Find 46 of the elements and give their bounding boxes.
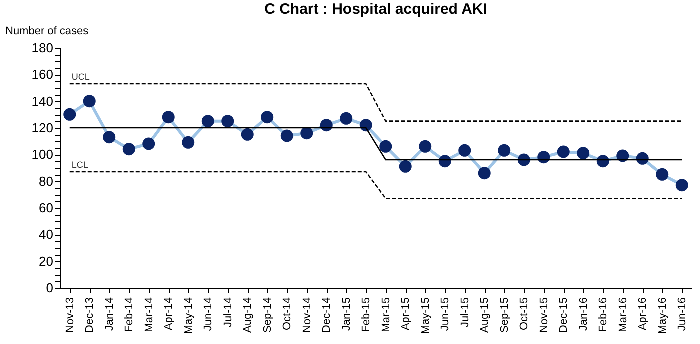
x-tick-label: May-15 [420, 298, 432, 334]
x-tick-label: Jul-15 [459, 298, 472, 328]
x-tick-label: Mar-16 [617, 298, 630, 332]
x-tick-label: Aug-14 [242, 298, 254, 333]
y-tick-label: 180 [32, 40, 54, 56]
x-tick-label: Aug-15 [479, 298, 492, 333]
x-tick-label: Apr-16 [637, 298, 650, 331]
x-tick-label: Nov-14 [301, 298, 314, 333]
x-tick-label: Dec-13 [84, 298, 96, 333]
x-tick-label: Jun-14 [202, 298, 215, 332]
x-tick-label: Feb-15 [360, 298, 373, 332]
y-tick-label: 60 [39, 200, 54, 216]
y-tick-label: 80 [39, 174, 54, 189]
x-tick-label: Oct-14 [282, 298, 294, 331]
x-tick-label: Dec-15 [558, 298, 570, 333]
x-tick-label: Jan-14 [104, 298, 116, 332]
x-tick-label: Oct-15 [518, 298, 531, 331]
y-tick-label: 160 [32, 67, 54, 82]
x-tick-label: Nov-15 [538, 298, 550, 333]
y-axis-title: Number of cases [6, 26, 90, 38]
x-tick-label: Feb-14 [124, 298, 136, 332]
x-tick-label: Mar-14 [143, 298, 156, 332]
x-tick-label: Dec-14 [321, 298, 334, 333]
x-tick-label: Jul-14 [222, 298, 234, 328]
y-tick-label: 40 [39, 227, 54, 242]
x-tick-label: Mar-15 [380, 298, 392, 332]
x-tick-label: May-14 [182, 298, 195, 334]
x-tick-label: Feb-16 [598, 298, 610, 332]
x-tick-label: May-16 [656, 298, 669, 334]
y-tick-label: 100 [32, 147, 54, 162]
series-label: LCL [72, 160, 88, 170]
x-tick-label: Sep-15 [498, 298, 511, 333]
x-tick-label: Jun-15 [440, 298, 452, 332]
x-tick-label: Sep-14 [262, 298, 274, 333]
series-label: UCL [72, 72, 90, 82]
y-tick-label: 120 [32, 120, 54, 136]
x-tick-label: Apr-15 [400, 298, 412, 331]
y-tick-label: 140 [32, 94, 54, 109]
x-tick-label: Nov-13 [64, 298, 76, 333]
chart-title: C Chart : Hospital acquired AKI [264, 1, 488, 18]
x-tick-label: Jun-16 [676, 298, 689, 332]
x-tick-label: Apr-14 [163, 298, 176, 331]
y-tick-label: 0 [46, 280, 54, 296]
x-tick-label: Jan-16 [578, 298, 590, 332]
x-tick-label: Jan-15 [340, 298, 353, 332]
y-tick-label: 20 [39, 254, 54, 269]
